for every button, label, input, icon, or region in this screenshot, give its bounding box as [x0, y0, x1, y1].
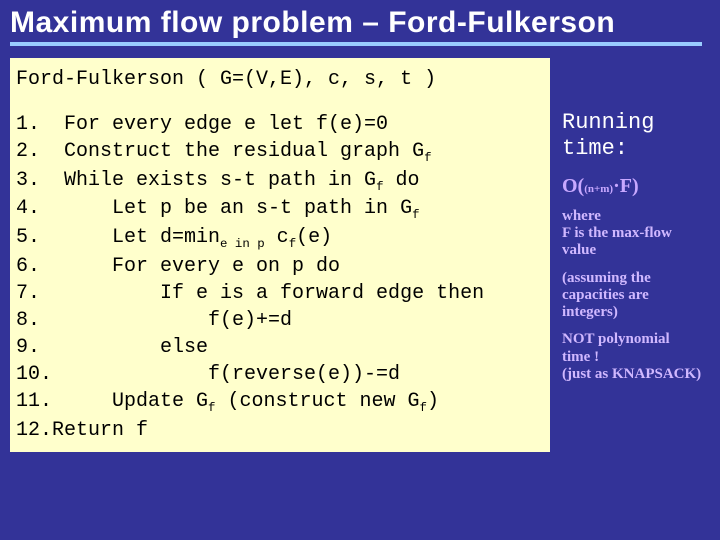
n2l2: capacities are: [562, 287, 649, 303]
algo-lines: 1. For every edge e let f(e)=02. Constru…: [16, 111, 544, 444]
algo-line: 1. For every edge e let f(e)=0: [16, 111, 544, 138]
algo-line: 3. While exists s-t path in Gf do: [16, 167, 544, 196]
n1l3: value: [562, 242, 596, 258]
note-not-polynomial: NOT polynomial time ! (just as KNAPSACK): [562, 331, 712, 383]
algorithm-codebox: Ford-Fulkerson ( G=(V,E), c, s, t ) 1. F…: [10, 58, 550, 452]
n3l2: time !: [562, 349, 599, 365]
algo-signature: Ford-Fulkerson ( G=(V,E), c, s, t ): [16, 66, 544, 93]
algo-line: 11. Update Gf (construct new Gf): [16, 388, 544, 417]
n1l2: F is the max-flow: [562, 225, 672, 241]
n1l1: where: [562, 208, 601, 224]
slide-title: Maximum flow problem – Ford-Fulkerson: [0, 0, 720, 42]
running-l2: time:: [562, 136, 628, 161]
n2l3: integers): [562, 304, 618, 320]
algo-line: 7. If e is a forward edge then: [16, 280, 544, 307]
running-time-label: Running time:: [562, 110, 712, 163]
algo-line: 10. f(reverse(e))-=d: [16, 361, 544, 388]
algo-line: 9. else: [16, 334, 544, 361]
note-where: where F is the max-flow value: [562, 208, 712, 260]
algo-line: 8. f(e)+=d: [16, 307, 544, 334]
running-l1: Running: [562, 110, 654, 135]
note-assuming: (assuming the capacities are integers): [562, 270, 712, 322]
n3l3: (just as KNAPSACK): [562, 366, 701, 382]
n3l1: NOT polynomial: [562, 331, 670, 347]
sidebar-notes: Running time: O((n+m)·F) where F is the …: [562, 110, 712, 393]
title-underline: [10, 42, 702, 46]
algo-line: 6. For every e on p do: [16, 253, 544, 280]
algo-line: 4. Let p be an s-t path in Gf: [16, 195, 544, 224]
complexity: O((n+m)·F): [562, 175, 712, 198]
n2l1: (assuming the: [562, 270, 651, 286]
algo-line: 12.Return f: [16, 417, 544, 444]
algo-line: 5. Let d=mine in p cf(e): [16, 224, 544, 253]
algo-line: 2. Construct the residual graph Gf: [16, 138, 544, 167]
